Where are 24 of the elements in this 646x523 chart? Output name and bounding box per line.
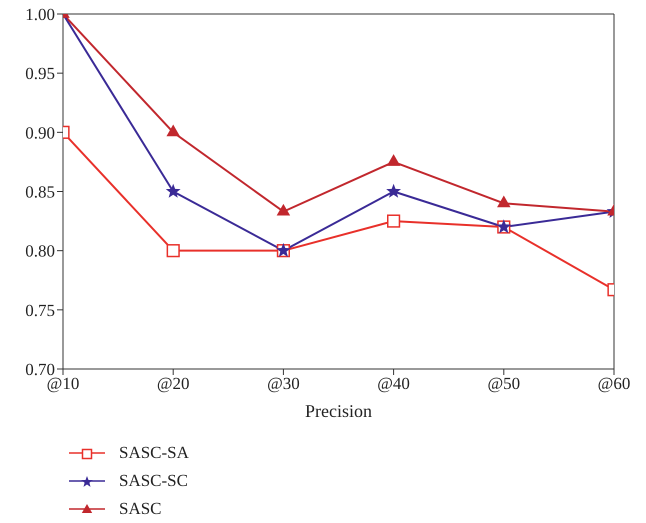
point [166, 124, 180, 136]
y-tick-label: 0.95 [25, 64, 55, 84]
point [386, 184, 402, 198]
point [166, 244, 180, 258]
legend-label: SASC-SC [119, 471, 188, 491]
point [386, 154, 400, 166]
x-tick-label: @40 [377, 374, 410, 394]
x-tick-label: @30 [267, 374, 300, 394]
y-tick-label: 0.85 [25, 182, 55, 202]
x-tick-label: @50 [487, 374, 520, 394]
legend-label: SASC [119, 499, 162, 519]
y-tick-label: 0.90 [25, 123, 55, 142]
x-tick-label: @10 [46, 374, 80, 394]
x-tick-label: @20 [156, 374, 190, 394]
y-tick-label: 1.00 [25, 5, 55, 24]
x-axis-title: Precision [305, 401, 372, 421]
x-tick-label: @60 [598, 374, 630, 394]
y-tick-label: 0.75 [25, 300, 55, 320]
point [497, 196, 511, 208]
point [276, 204, 290, 216]
y-tick-label: 0.80 [25, 242, 55, 261]
point [166, 184, 181, 198]
legend-label: SASC-SA [119, 443, 189, 463]
point [387, 214, 400, 228]
